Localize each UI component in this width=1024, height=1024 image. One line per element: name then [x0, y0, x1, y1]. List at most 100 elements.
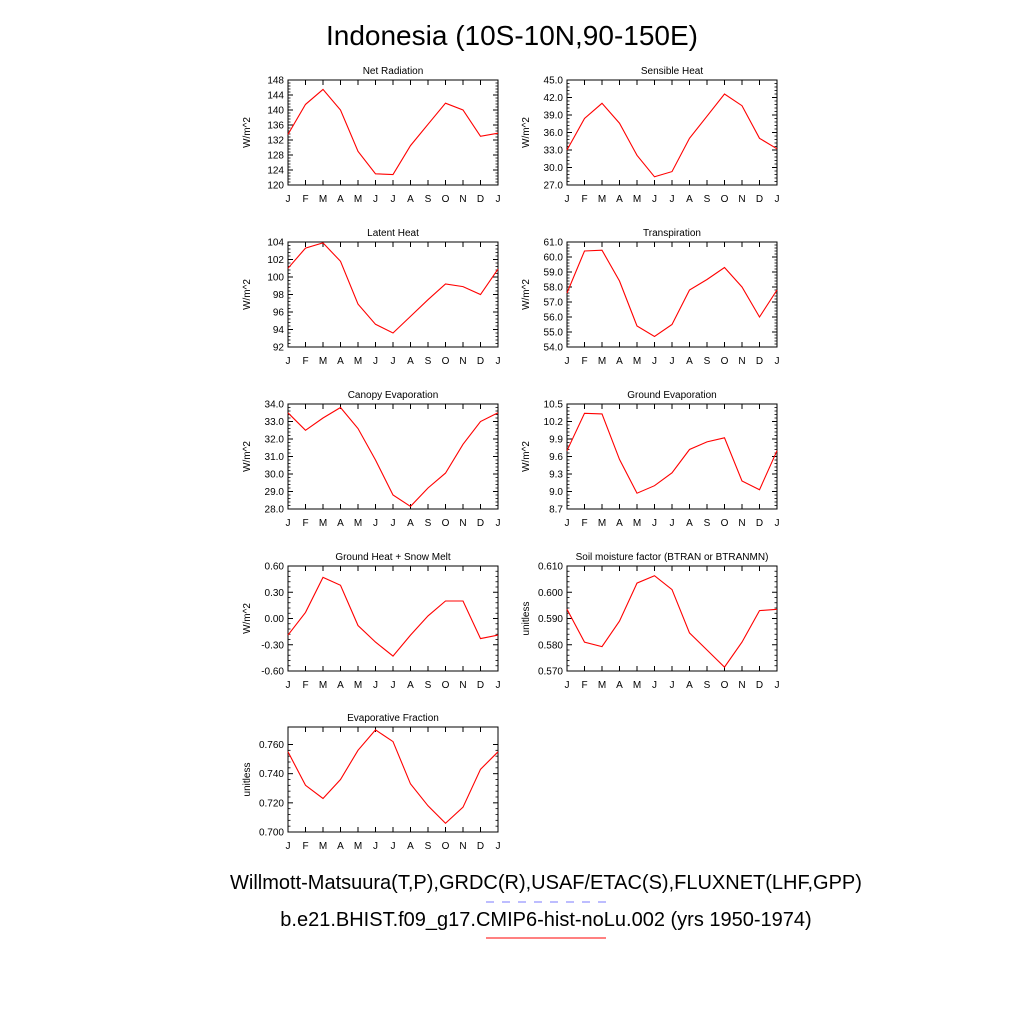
x-tick-label: M	[598, 194, 606, 205]
y-tick-label: 29.0	[265, 487, 285, 498]
x-tick-label: F	[302, 194, 308, 205]
y-tick-label: 0.610	[538, 562, 563, 573]
x-tick-label: F	[581, 680, 587, 691]
x-tick-label: A	[616, 680, 623, 691]
y-tick-label: 30.0	[544, 163, 564, 174]
x-tick-label: M	[354, 680, 362, 691]
y-tick-label: -0.60	[261, 667, 284, 678]
x-tick-label: A	[407, 518, 414, 529]
y-tick-label: 0.600	[538, 588, 563, 599]
y-tick-label: 10.2	[544, 417, 564, 428]
series-line-model	[287, 576, 499, 657]
x-tick-label: M	[633, 194, 641, 205]
y-axis-label: W/m^2	[242, 603, 253, 634]
x-tick-label: J	[391, 194, 396, 205]
y-tick-label: 59.0	[544, 268, 564, 279]
x-tick-label: F	[581, 518, 587, 529]
y-tick-label: 34.0	[265, 400, 285, 411]
panel-ground-heat-snow-melt: Ground Heat + Snow Melt -0.60 -0.30 0.00 0.3…	[242, 552, 501, 691]
x-tick-label: M	[633, 680, 641, 691]
model-legend-text: b.e21.BHIST.f09_g17.CMIP6-hist-noLu.002 …	[280, 909, 811, 931]
x-tick-label: M	[354, 356, 362, 367]
y-axis-label: W/m^2	[242, 279, 253, 310]
x-tick-label: J	[565, 356, 570, 367]
x-tick-label: O	[721, 518, 729, 529]
x-tick-label: D	[477, 194, 484, 205]
x-tick-label: J	[391, 356, 396, 367]
x-tick-label: D	[477, 518, 484, 529]
figure-title: Indonesia (10S-10N,90-150E)	[326, 20, 698, 51]
y-tick-label: 56.0	[544, 313, 564, 324]
x-tick-label: J	[286, 841, 291, 852]
x-tick-label: A	[616, 194, 623, 205]
y-tick-label: 30.0	[265, 470, 285, 481]
panel-soil-moisture-factor-btran-or-btranmn: Soil moisture factor (BTRAN or BTRANMN) 0…	[521, 552, 780, 691]
y-tick-label: 98	[273, 290, 285, 301]
y-tick-label: 32.0	[265, 435, 285, 446]
x-tick-label: D	[756, 518, 763, 529]
y-tick-label: 33.0	[265, 417, 285, 428]
x-tick-label: J	[286, 356, 291, 367]
x-tick-label: J	[286, 518, 291, 529]
y-tick-label: 0.590	[538, 614, 563, 625]
x-tick-label: N	[738, 518, 745, 529]
x-tick-label: D	[756, 194, 763, 205]
x-tick-label: S	[704, 680, 711, 691]
plot-frame	[287, 79, 499, 186]
x-tick-label: N	[738, 356, 745, 367]
series-line-model	[287, 406, 499, 508]
x-tick-label: F	[302, 841, 308, 852]
x-tick-label: F	[581, 194, 587, 205]
x-tick-label: A	[686, 194, 693, 205]
y-tick-label: 45.0	[544, 76, 564, 87]
x-tick-label: J	[373, 518, 378, 529]
x-tick-label: S	[425, 194, 432, 205]
x-tick-label: D	[756, 680, 763, 691]
x-tick-label: J	[670, 680, 675, 691]
panel-title: Soil moisture factor (BTRAN or BTRANMN)	[576, 552, 769, 563]
x-tick-label: N	[459, 194, 466, 205]
y-axis-label: unitless	[521, 602, 532, 636]
y-tick-label: 9.3	[549, 470, 563, 481]
x-tick-label: O	[442, 518, 450, 529]
x-tick-label: A	[686, 356, 693, 367]
y-axis-label: W/m^2	[242, 441, 253, 472]
x-tick-label: J	[496, 518, 501, 529]
x-tick-label: J	[286, 194, 291, 205]
series-line-model	[566, 412, 778, 494]
x-tick-label: J	[496, 680, 501, 691]
x-tick-label: J	[775, 680, 780, 691]
y-tick-label: 33.0	[544, 146, 564, 157]
y-tick-label: 31.0	[265, 452, 285, 463]
panel-title: Ground Heat + Snow Melt	[335, 552, 451, 563]
x-tick-label: J	[775, 518, 780, 529]
y-axis-label: W/m^2	[242, 117, 253, 148]
x-tick-label: F	[302, 356, 308, 367]
x-tick-label: M	[354, 518, 362, 529]
y-tick-label: 39.0	[544, 111, 564, 122]
x-tick-label: D	[756, 356, 763, 367]
x-tick-label: J	[565, 680, 570, 691]
x-tick-label: M	[598, 356, 606, 367]
y-tick-label: 136	[267, 121, 284, 132]
y-tick-label: 9.6	[549, 452, 563, 463]
series-line-model	[566, 93, 778, 178]
series-line-model	[287, 242, 499, 334]
x-tick-label: O	[721, 194, 729, 205]
x-tick-label: M	[598, 680, 606, 691]
x-tick-label: A	[407, 841, 414, 852]
y-tick-label: 58.0	[544, 283, 564, 294]
y-tick-label: 57.0	[544, 298, 564, 309]
y-tick-label: 0.760	[259, 740, 284, 751]
y-tick-label: 132	[267, 136, 284, 147]
plot-frame	[566, 241, 778, 348]
x-tick-label: J	[391, 841, 396, 852]
x-tick-label: M	[319, 194, 327, 205]
x-tick-label: A	[337, 194, 344, 205]
x-tick-label: M	[319, 356, 327, 367]
x-tick-label: A	[337, 356, 344, 367]
x-tick-label: N	[459, 356, 466, 367]
x-tick-label: J	[565, 518, 570, 529]
y-tick-label: 0.700	[259, 828, 284, 839]
